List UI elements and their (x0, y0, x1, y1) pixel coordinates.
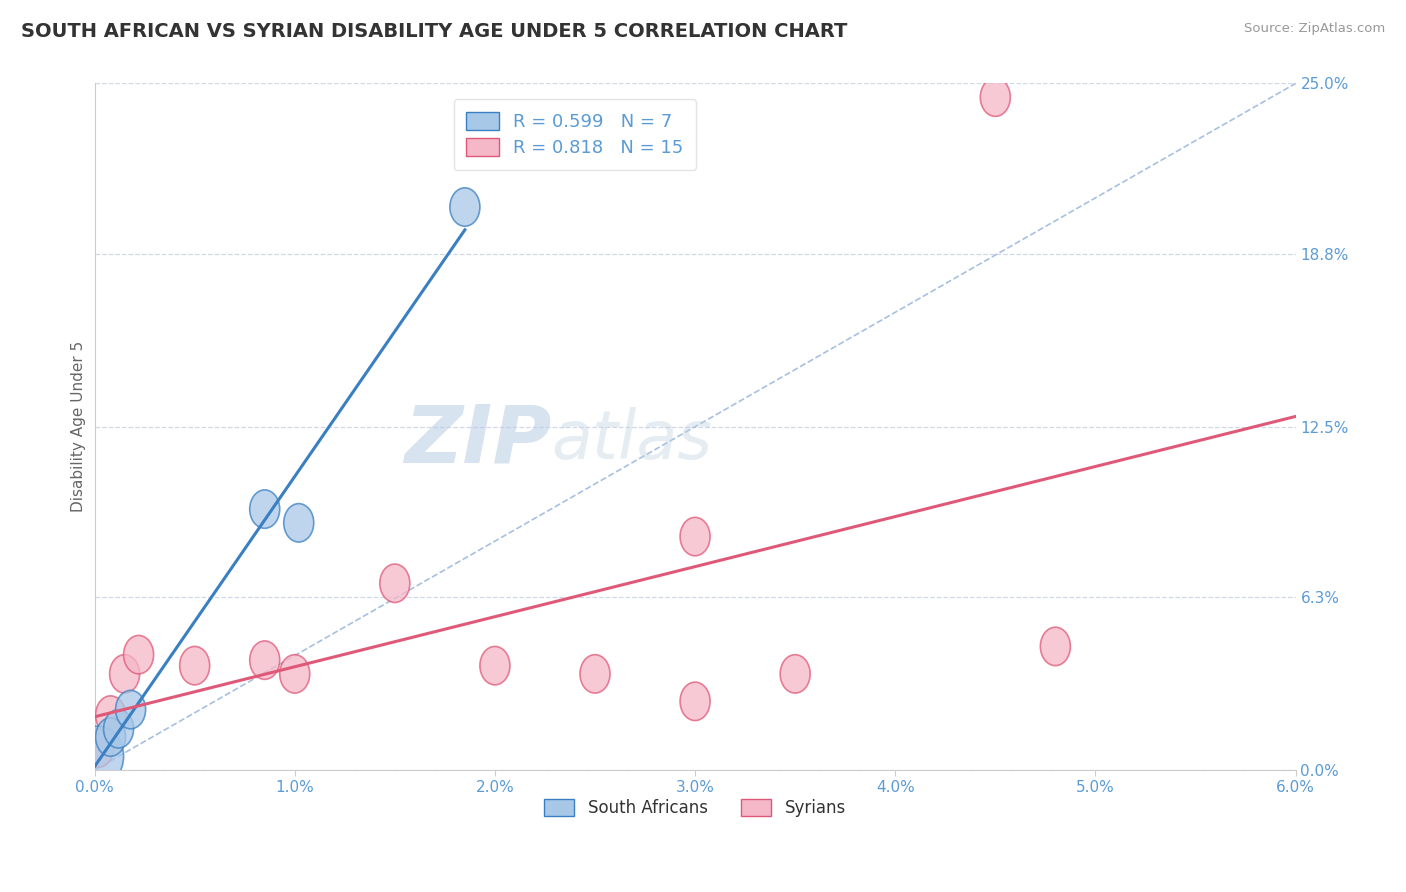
Ellipse shape (780, 655, 810, 693)
Ellipse shape (1040, 627, 1070, 665)
Ellipse shape (250, 641, 280, 680)
Legend: South Africans, Syrians: South Africans, Syrians (537, 792, 852, 823)
Ellipse shape (280, 655, 309, 693)
Ellipse shape (250, 490, 280, 528)
Text: SOUTH AFRICAN VS SYRIAN DISABILITY AGE UNDER 5 CORRELATION CHART: SOUTH AFRICAN VS SYRIAN DISABILITY AGE U… (21, 22, 848, 41)
Ellipse shape (96, 696, 125, 734)
Ellipse shape (104, 709, 134, 748)
Ellipse shape (110, 655, 139, 693)
Ellipse shape (96, 718, 125, 756)
Text: atlas: atlas (551, 408, 711, 474)
Ellipse shape (284, 504, 314, 542)
Ellipse shape (681, 682, 710, 721)
Ellipse shape (83, 729, 114, 767)
Text: ZIP: ZIP (404, 401, 551, 480)
Ellipse shape (450, 188, 479, 227)
Ellipse shape (581, 655, 610, 693)
Ellipse shape (479, 647, 510, 685)
Ellipse shape (115, 690, 146, 729)
Ellipse shape (980, 78, 1011, 116)
Ellipse shape (180, 647, 209, 685)
Ellipse shape (73, 726, 124, 787)
Ellipse shape (681, 517, 710, 556)
Ellipse shape (380, 564, 409, 602)
Ellipse shape (124, 635, 153, 673)
Y-axis label: Disability Age Under 5: Disability Age Under 5 (72, 341, 86, 512)
Text: Source: ZipAtlas.com: Source: ZipAtlas.com (1244, 22, 1385, 36)
